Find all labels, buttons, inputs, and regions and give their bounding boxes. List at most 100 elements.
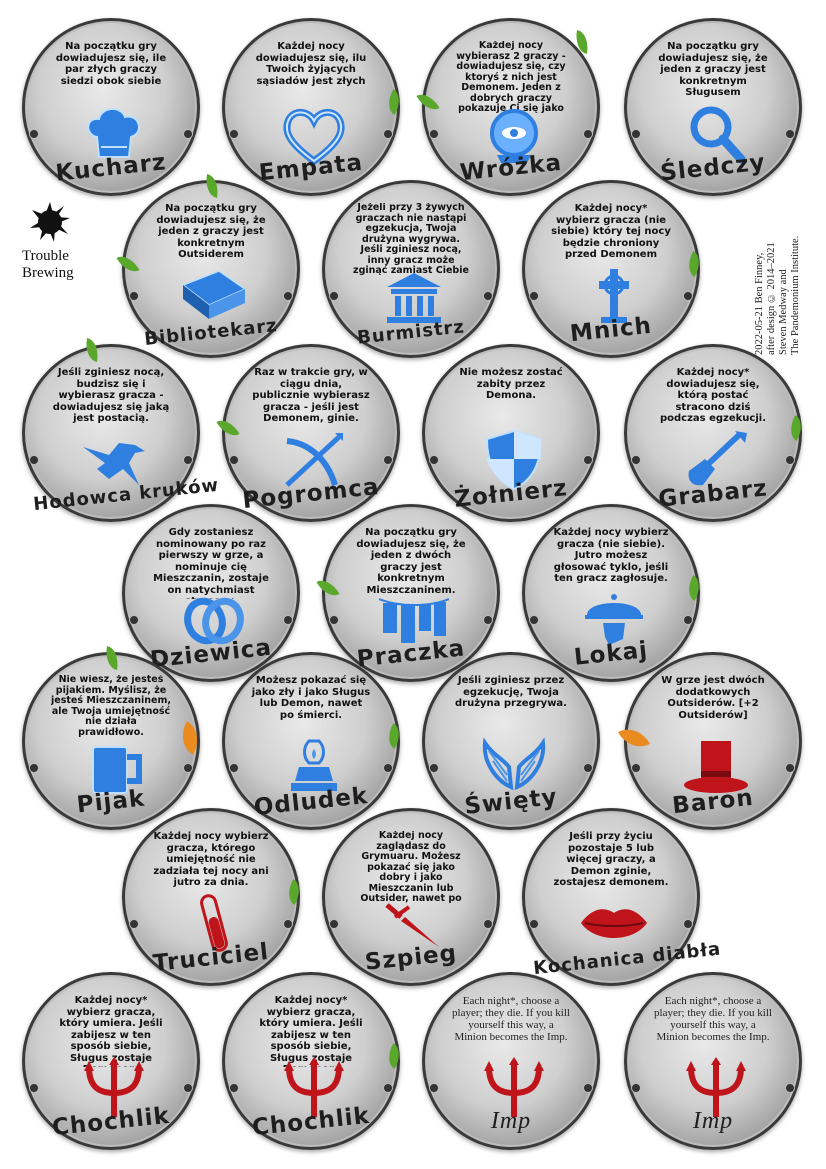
chef-hat-icon: [87, 108, 140, 158]
rivet: [483, 919, 493, 929]
leaf-icon: [216, 414, 240, 442]
laundry-line-icon: [379, 598, 449, 643]
token-ability: Każdej nocy wybierz gracza, którego umie…: [153, 831, 269, 888]
rivet: [383, 129, 393, 139]
poison-vial-icon: [200, 894, 228, 952]
rivet: [183, 129, 193, 139]
magnifying-glass-icon: [690, 106, 746, 164]
beer-mug-icon: [92, 746, 142, 794]
rivet: [29, 129, 39, 139]
token-baron: W grze jest dwóch dodatkowych Outsiderów…: [617, 652, 802, 830]
trident-icon: [284, 1057, 344, 1117]
trident-icon: [484, 1057, 544, 1117]
credits-line-3: Steven Medway and: [778, 269, 789, 355]
token-pogromca: Raz w trakcie gry, w ciągu dnia, publicz…: [216, 344, 400, 522]
rivet: [283, 615, 293, 625]
rivet: [129, 291, 139, 301]
leaf-icon: [116, 250, 140, 278]
town-hall-icon: [387, 273, 441, 323]
leaf-icon: [682, 250, 706, 278]
trident-icon: [686, 1057, 746, 1117]
token-ability: Każdej nocy wybierasz 2 graczy - dowiadu…: [456, 41, 566, 113]
rivet: [683, 615, 693, 625]
token-zolnierz: Nie możesz zostać zabity przez Demona. Ż…: [422, 344, 600, 522]
token-ability: Jeżeli przy 3 żywych graczach nie nastąp…: [353, 203, 469, 275]
rivet: [229, 1083, 239, 1093]
rivet: [329, 919, 339, 929]
top-hat-icon: [684, 741, 748, 793]
token-ability: Each night*, choose a player; they die. …: [654, 995, 772, 1043]
leaf-icon: [103, 645, 121, 671]
token-praczka: Na początku gry dowiadujesz się, że jede…: [316, 504, 500, 682]
rivet: [429, 763, 439, 773]
rivet: [129, 615, 139, 625]
token-mnich: Każdej nocy* wybierz gracza (nie siebie)…: [522, 180, 706, 358]
leaf-icon: [784, 414, 808, 442]
splat-icon: [30, 202, 70, 242]
token-imp: Each night*, choose a player; they die. …: [624, 972, 802, 1150]
logo-line-2: Brewing: [22, 265, 74, 281]
rivet: [583, 763, 593, 773]
leaf-icon: [382, 1042, 406, 1070]
rivet: [529, 291, 539, 301]
rivet: [283, 919, 293, 929]
crystal-ball-icon: [490, 109, 538, 163]
token-ability: Jeśli zginiesz nocą, budzisz się i wybie…: [52, 367, 170, 424]
token-pijak: Nie wiesz, że jesteś pijakiem. Myślisz, …: [22, 645, 207, 830]
token-odludek: Możesz pokazać się jako zły i jako Sługu…: [222, 652, 406, 830]
token-burmistrz: Jeżeli przy 3 żywych graczach nie nastąp…: [322, 180, 500, 358]
heart-icon: [283, 109, 345, 165]
rivet: [529, 615, 539, 625]
token-ability: Każdej nocy* wybierz gracza, który umier…: [259, 995, 363, 1067]
rivet: [785, 455, 795, 465]
token-name: Imp: [692, 1108, 734, 1134]
leaf-icon: [682, 574, 706, 602]
rivet: [283, 291, 293, 301]
rivet: [383, 763, 393, 773]
rivet: [785, 129, 795, 139]
rivet: [383, 1083, 393, 1093]
rivet: [785, 1083, 795, 1093]
token-chochlik: Każdej nocy* wybierz gracza, który umier…: [222, 972, 406, 1150]
token-swiety: Jeśli zginiesz przez egzekucję, Twoja dr…: [422, 652, 600, 830]
autumn-leaf-icon: [173, 721, 207, 755]
credits-line-1: 2022-05-21 Ben Finney,: [754, 252, 765, 355]
rivet: [229, 455, 239, 465]
rivet: [383, 455, 393, 465]
rivet: [583, 129, 593, 139]
shield-icon: [485, 429, 543, 491]
token-szpieg: Każdej nocy zaglądasz do Grymuaru. Możes…: [322, 808, 500, 986]
rivet: [29, 455, 39, 465]
leaf-icon: [83, 337, 101, 363]
wings-icon: [482, 737, 546, 791]
rivet: [183, 1083, 193, 1093]
token-empata: Każdej nocy dowiadujesz się, ilu Twoich …: [222, 18, 406, 196]
token-truciciel: Każdej nocy wybierz gracza, którego umie…: [122, 808, 306, 986]
oil-lamp-icon: [291, 739, 337, 791]
leaf-icon: [573, 29, 591, 55]
rivet: [583, 455, 593, 465]
leaf-icon: [382, 88, 406, 116]
token-ability: Jeśli zginiesz przez egzekucję, Twoja dr…: [455, 675, 567, 709]
autumn-leaf-icon: [617, 721, 651, 755]
rivet: [29, 763, 39, 773]
token-ability: Raz w trakcie gry, w ciągu dnia, publicz…: [252, 367, 370, 424]
token-ability: Gdy zostaniesz nominowany po raz pierwsz…: [153, 527, 269, 599]
rivet: [631, 763, 641, 773]
leaf-icon: [316, 574, 340, 602]
rivet: [229, 129, 239, 139]
token-ability: Na początku gry dowiadujesz się, ile par…: [55, 41, 167, 87]
leaf-icon: [203, 173, 221, 199]
rivet: [229, 763, 239, 773]
token-ability: Na początku gry dowiadujesz się, że jede…: [156, 203, 266, 260]
rivet: [429, 1083, 439, 1093]
token-chochlik: Każdej nocy* wybierz gracza, który umier…: [22, 972, 200, 1150]
logo-line-1: Trouble: [22, 248, 69, 264]
celtic-cross-icon: [599, 269, 629, 323]
token-name: Imp: [490, 1108, 532, 1134]
crossbow-icon: [285, 433, 343, 487]
rivet: [29, 1083, 39, 1093]
token-sledczy: Na początku gry dowiadujesz się, że jede…: [624, 18, 802, 196]
shovel-icon: [688, 431, 747, 486]
rivet: [483, 615, 493, 625]
